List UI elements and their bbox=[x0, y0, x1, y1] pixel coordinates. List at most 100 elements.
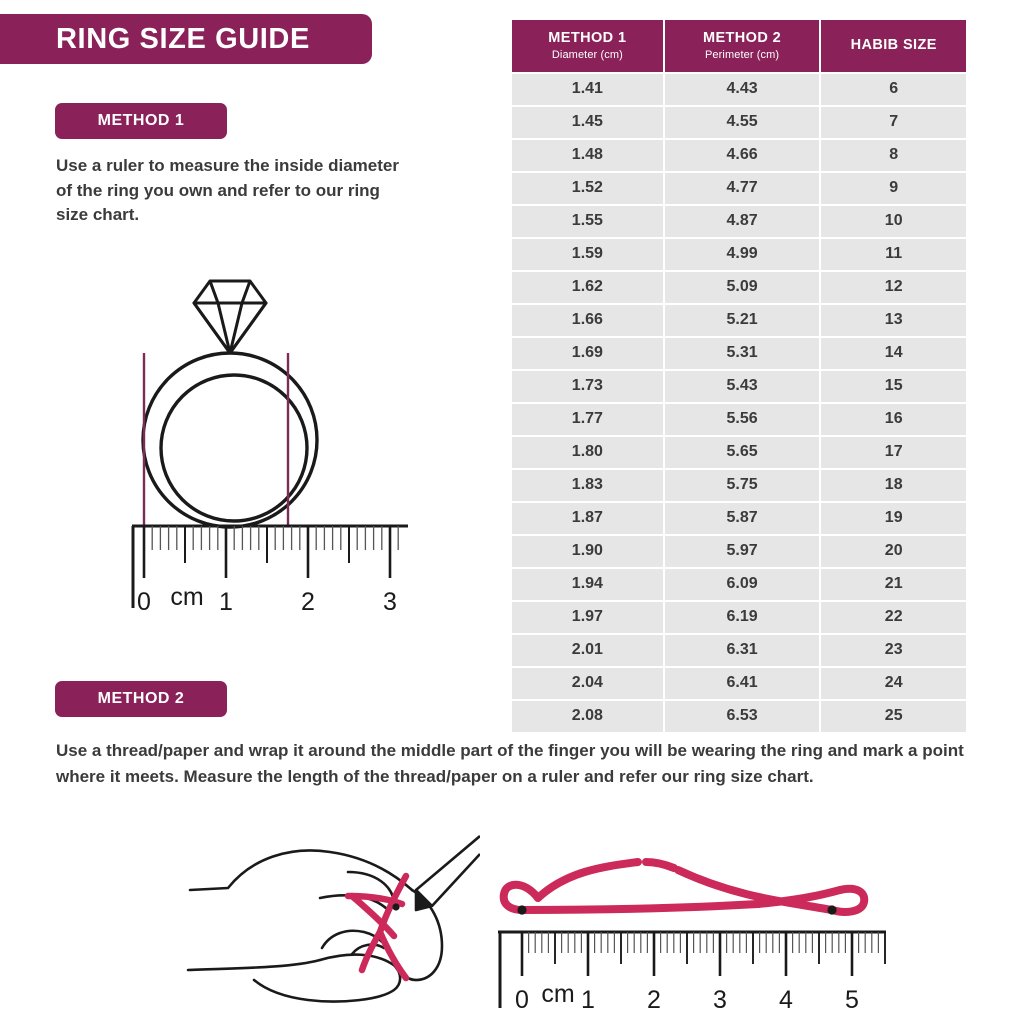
cell-habib-size: 16 bbox=[821, 404, 966, 436]
header-sub-label: Perimeter (cm) bbox=[705, 49, 780, 62]
table-row: 1.45 4.55 7 bbox=[512, 107, 966, 139]
cell-method-2-perimeter: 5.09 bbox=[664, 272, 820, 304]
table-header-method-1: METHOD 1 Diameter (cm) bbox=[512, 20, 663, 73]
ring-diameter-illustration: 0 cm 1 2 3 bbox=[130, 268, 430, 635]
method-2-description: Use a thread/paper and wrap it around th… bbox=[56, 741, 964, 787]
table-row: 1.48 4.66 8 bbox=[512, 140, 966, 172]
cell-method-2-perimeter: 5.31 bbox=[664, 338, 820, 370]
table-row: 1.80 5.65 17 bbox=[512, 437, 966, 469]
header-main-label: METHOD 2 bbox=[703, 30, 782, 46]
cell-method-1-diameter: 1.66 bbox=[512, 305, 663, 337]
cell-method-2-perimeter: 5.56 bbox=[664, 404, 820, 436]
ruler2-tick-label-3: 3 bbox=[713, 986, 727, 1014]
page-title: RING SIZE GUIDE bbox=[56, 22, 310, 55]
cell-habib-size: 18 bbox=[821, 470, 966, 502]
thread-start-marker bbox=[517, 905, 527, 915]
cell-method-2-perimeter: 4.43 bbox=[664, 74, 820, 106]
cell-habib-size: 7 bbox=[821, 107, 966, 139]
cell-method-2-perimeter: 4.99 bbox=[664, 239, 820, 271]
cell-method-1-diameter: 1.83 bbox=[512, 470, 663, 502]
cell-method-1-diameter: 2.04 bbox=[512, 668, 663, 700]
table-body: 1.41 4.43 6 1.45 4.55 7 1.48 4.66 8 1.52 4.77 9 1.55… bbox=[512, 74, 966, 733]
cell-habib-size: 21 bbox=[821, 569, 966, 601]
header-main-label: HABIB SIZE bbox=[850, 37, 937, 53]
cell-habib-size: 20 bbox=[821, 536, 966, 568]
cell-method-1-diameter: 1.80 bbox=[512, 437, 663, 469]
thread-measure-illustration: 0 cm 1 2 3 4 5 bbox=[488, 840, 898, 1020]
header-sub-label: Diameter (cm) bbox=[551, 49, 623, 62]
cell-method-2-perimeter: 5.43 bbox=[664, 371, 820, 403]
table-row: 1.97 6.19 22 bbox=[512, 602, 966, 634]
table-row: 1.87 5.87 19 bbox=[512, 503, 966, 535]
ruler-method-2: 0 cm 1 2 3 4 5 bbox=[498, 930, 886, 1014]
method-2-badge-label: METHOD 2 bbox=[97, 690, 185, 707]
method-1-badge-label: METHOD 1 bbox=[97, 112, 185, 129]
cell-method-2-perimeter: 5.75 bbox=[664, 470, 820, 502]
cell-method-1-diameter: 1.73 bbox=[512, 371, 663, 403]
cell-habib-size: 9 bbox=[821, 173, 966, 205]
cell-method-1-diameter: 1.55 bbox=[512, 206, 663, 238]
table-row: 1.73 5.43 15 bbox=[512, 371, 966, 403]
cell-habib-size: 12 bbox=[821, 272, 966, 304]
ruler-tick-label-0: 0 bbox=[137, 588, 151, 616]
cell-method-2-perimeter: 6.41 bbox=[664, 668, 820, 700]
hand-outline bbox=[186, 849, 444, 1003]
table-row: 1.94 6.09 21 bbox=[512, 569, 966, 601]
header-main-label: METHOD 1 bbox=[548, 30, 627, 46]
cell-method-2-perimeter: 6.09 bbox=[664, 569, 820, 601]
ruler2-tick-label-0: 0 bbox=[515, 986, 529, 1014]
cell-habib-size: 23 bbox=[821, 635, 966, 667]
cell-method-1-diameter: 2.08 bbox=[512, 701, 663, 733]
ruler2-tick-label-5: 5 bbox=[845, 986, 859, 1014]
cell-habib-size: 24 bbox=[821, 668, 966, 700]
ring-size-table: METHOD 1 Diameter (cm) METHOD 2 Perimete… bbox=[510, 18, 968, 734]
table-row: 1.59 4.99 11 bbox=[512, 239, 966, 271]
cell-method-1-diameter: 1.94 bbox=[512, 569, 663, 601]
thread-mark-point bbox=[392, 903, 400, 911]
cell-method-1-diameter: 1.87 bbox=[512, 503, 663, 535]
cell-method-2-perimeter: 6.53 bbox=[664, 701, 820, 733]
cell-habib-size: 13 bbox=[821, 305, 966, 337]
cell-method-2-perimeter: 4.77 bbox=[664, 173, 820, 205]
cell-method-2-perimeter: 6.19 bbox=[664, 602, 820, 634]
cell-habib-size: 11 bbox=[821, 239, 966, 271]
cell-habib-size: 8 bbox=[821, 140, 966, 172]
cell-method-1-diameter: 1.77 bbox=[512, 404, 663, 436]
ruler2-tick-label-4: 4 bbox=[779, 986, 793, 1014]
ruler2-unit-label: cm bbox=[541, 980, 574, 1008]
table-row: 1.90 5.97 20 bbox=[512, 536, 966, 568]
table-row: 1.62 5.09 12 bbox=[512, 272, 966, 304]
cell-method-1-diameter: 1.69 bbox=[512, 338, 663, 370]
cell-habib-size: 15 bbox=[821, 371, 966, 403]
method-2-badge: METHOD 2 bbox=[55, 681, 227, 717]
ruler-tick-label-1: 1 bbox=[219, 588, 233, 616]
method-1-badge: METHOD 1 bbox=[55, 103, 227, 139]
cell-method-2-perimeter: 5.65 bbox=[664, 437, 820, 469]
cell-method-2-perimeter: 5.87 bbox=[664, 503, 820, 535]
cell-habib-size: 19 bbox=[821, 503, 966, 535]
page-title-banner: RING SIZE GUIDE bbox=[0, 14, 372, 64]
cell-method-1-diameter: 1.90 bbox=[512, 536, 663, 568]
ruler-tick-label-2: 2 bbox=[301, 588, 315, 616]
table-row: 2.04 6.41 24 bbox=[512, 668, 966, 700]
cell-method-1-diameter: 1.48 bbox=[512, 140, 663, 172]
table-row: 1.83 5.75 18 bbox=[512, 470, 966, 502]
method-1-description: Use a ruler to measure the inside diamet… bbox=[56, 156, 399, 225]
cell-method-1-diameter: 1.45 bbox=[512, 107, 663, 139]
table-row: 2.01 6.31 23 bbox=[512, 635, 966, 667]
cell-method-2-perimeter: 5.21 bbox=[664, 305, 820, 337]
hand-thread-illustration bbox=[180, 828, 481, 1018]
table-header-method-2: METHOD 2 Perimeter (cm) bbox=[664, 20, 820, 73]
table-row: 1.77 5.56 16 bbox=[512, 404, 966, 436]
table-header-habib-size: HABIB SIZE bbox=[821, 20, 966, 73]
cell-habib-size: 25 bbox=[821, 701, 966, 733]
table-row: 1.66 5.21 13 bbox=[512, 305, 966, 337]
cell-method-1-diameter: 1.62 bbox=[512, 272, 663, 304]
table-row: 2.08 6.53 25 bbox=[512, 701, 966, 733]
thread-end-marker bbox=[827, 905, 837, 915]
ruler-unit-label: cm bbox=[170, 583, 203, 611]
cell-method-2-perimeter: 4.66 bbox=[664, 140, 820, 172]
ruler-method-1: 0 cm 1 2 3 bbox=[131, 524, 408, 616]
ruler2-tick-label-2: 2 bbox=[647, 986, 661, 1014]
